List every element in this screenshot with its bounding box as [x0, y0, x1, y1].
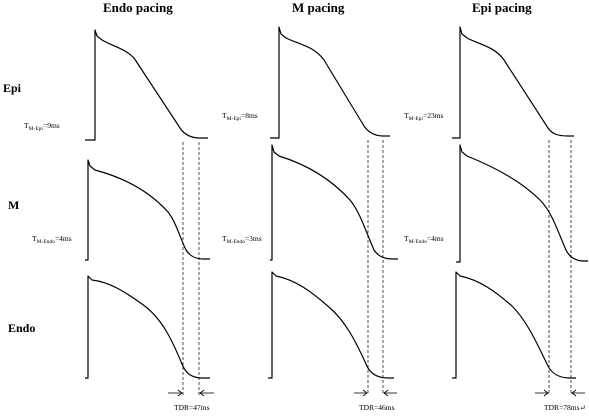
tdr-arrows-endo-pacing [168, 389, 214, 397]
ap-trace-endo-pacing-endo [85, 275, 210, 379]
row-label-m: M [8, 198, 19, 212]
annotation-endo-m: TM-Endo=4ms [32, 234, 72, 245]
annotation-endo-epi: TM-Epi=9ms [24, 121, 60, 132]
column-title-m-pacing: M pacing [292, 0, 345, 15]
ap-trace-epi-pacing-epi [452, 26, 574, 139]
row-label-epi: Epi [3, 81, 22, 95]
ap-trace-m-pacing-epi [270, 26, 390, 139]
ap-trace-endo-pacing-m [85, 159, 210, 261]
annotation-epi-epi: TM-Epi=23ms [404, 111, 444, 122]
ap-trace-endo-pacing-epi [85, 29, 208, 141]
tdr-label-epi-pacing: TDR=78ms↵ [544, 403, 586, 412]
annotation-m-epi: TM-Epi=8ms [222, 111, 258, 122]
ap-trace-m-pacing-m [270, 144, 398, 261]
annotation-epi-m: TM-Endo=4ms [404, 234, 444, 245]
tdr-arrows-m-pacing [354, 389, 397, 397]
tdr-label-endo-pacing: TDR=47ms [174, 403, 210, 412]
ap-trace-epi-pacing-m [456, 144, 588, 263]
tdr-arrows-epi-pacing [535, 389, 585, 397]
column-title-endo-pacing: Endo pacing [103, 0, 173, 15]
ap-trace-m-pacing-endo [268, 271, 394, 379]
row-label-endo: Endo [8, 321, 35, 335]
annotation-m-m: TM-Endo=3ms [222, 234, 262, 245]
tdr-label-m-pacing: TDR=46ms [359, 403, 395, 412]
ap-trace-epi-pacing-endo [452, 271, 576, 379]
column-title-epi-pacing: Epi pacing [472, 0, 532, 15]
